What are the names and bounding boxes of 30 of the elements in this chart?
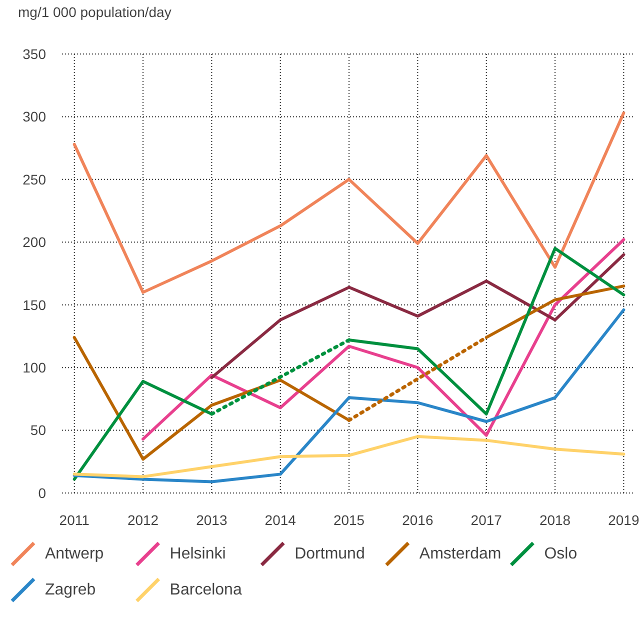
y-tick-label: 150 <box>22 296 46 313</box>
x-tick-label: 2011 <box>59 512 90 528</box>
y-tick-label: 200 <box>22 234 46 250</box>
y-tick-label: 350 <box>22 46 46 62</box>
legend-label: Barcelona <box>170 582 242 599</box>
x-tick-label: 2016 <box>402 512 434 528</box>
x-tick-label: 2018 <box>539 512 571 528</box>
legend-label: Zagreb <box>45 582 96 599</box>
line-series <box>210 253 626 380</box>
x-tick-label: 2013 <box>196 512 228 528</box>
line-series <box>72 111 626 294</box>
x-tick-label: 2012 <box>127 512 159 528</box>
line-series <box>72 308 626 484</box>
y-tick-label: 100 <box>22 359 46 376</box>
y-axis-title: mg/1 000 population/day <box>18 4 172 20</box>
y-tick-label: 250 <box>22 171 46 188</box>
x-tick-label: 2014 <box>264 512 296 528</box>
line-series <box>142 238 626 441</box>
line-series <box>72 435 626 478</box>
x-tick-label: 2015 <box>333 512 365 528</box>
legend-label: Oslo <box>544 546 578 563</box>
x-tick-label: 2019 <box>608 512 640 528</box>
legend-label: Dortmund <box>294 546 365 563</box>
legend-label: Amsterdam <box>419 546 502 563</box>
y-tick-label: 300 <box>22 108 46 125</box>
y-tick-label: 50 <box>30 422 46 438</box>
legend-label: Antwerp <box>45 546 104 563</box>
legend-label: Helsinki <box>170 546 226 563</box>
x-tick-label: 2017 <box>470 512 502 528</box>
y-tick-label: 0 <box>38 484 46 501</box>
